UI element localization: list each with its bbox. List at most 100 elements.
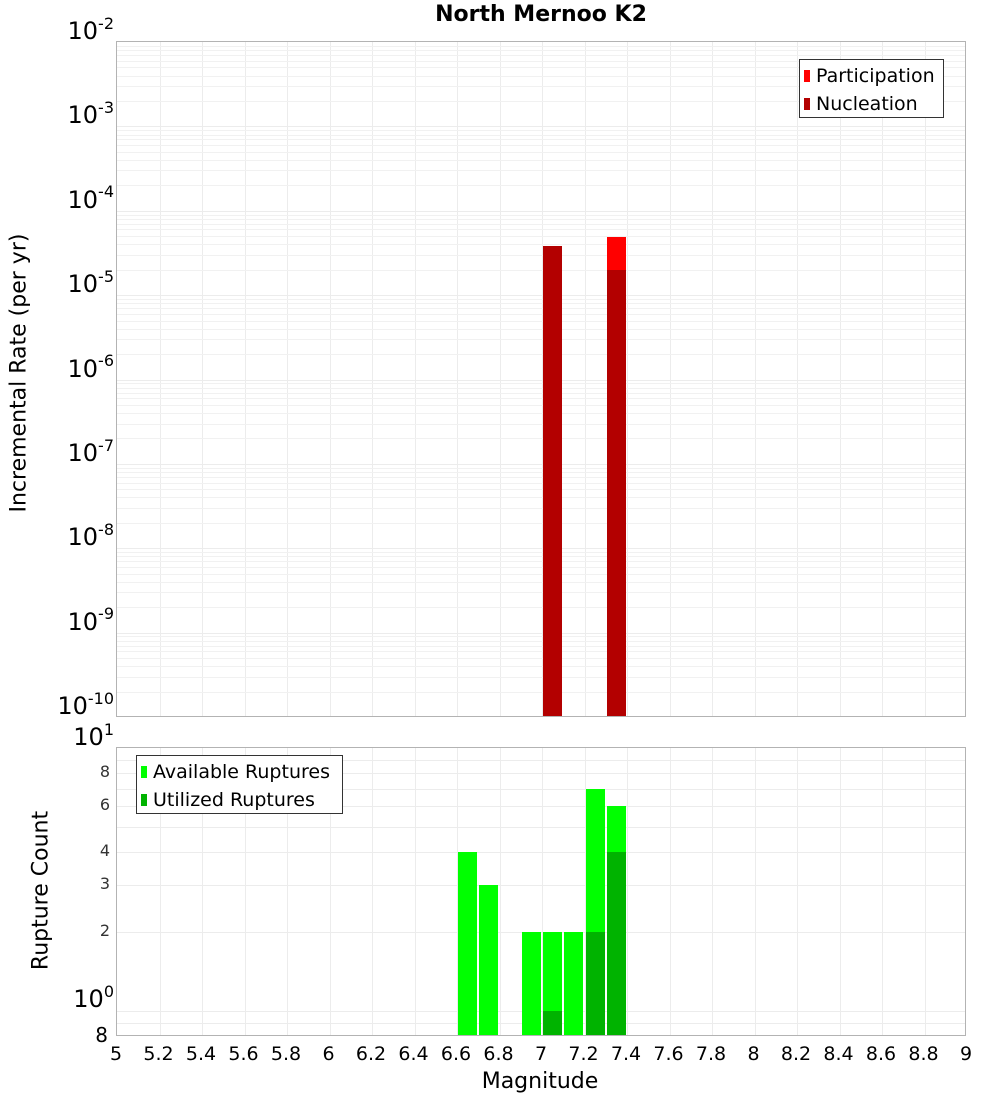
x-tick-label: 7.4 xyxy=(611,1043,641,1065)
gridline xyxy=(117,308,965,309)
gridline xyxy=(117,329,965,330)
nucleation-bar xyxy=(543,246,562,717)
tick-exponent: 0 xyxy=(104,982,114,1001)
gridline xyxy=(117,646,965,647)
tick-exponent: 1 xyxy=(104,720,114,739)
legend-label: Utilized Ruptures xyxy=(153,789,315,811)
gridline xyxy=(117,885,965,886)
available-ruptures-bar xyxy=(564,932,583,1036)
gridline xyxy=(117,424,965,425)
gridline xyxy=(117,380,965,381)
gridline xyxy=(117,405,965,406)
gridline xyxy=(117,46,965,47)
gridline xyxy=(117,561,965,562)
gridline xyxy=(117,1011,965,1012)
x-tick-label: 5 xyxy=(110,1043,122,1065)
gridline xyxy=(117,508,965,509)
legend-item-participation: Participation xyxy=(804,62,937,90)
gridline xyxy=(117,126,965,127)
gridline xyxy=(117,483,965,484)
top-legend: Participation Nucleation xyxy=(799,59,944,118)
gridline xyxy=(117,170,965,171)
y-tick-label: 10-9 xyxy=(0,608,114,636)
gridline xyxy=(372,748,373,1035)
gridline xyxy=(117,303,965,304)
gridline xyxy=(117,185,965,186)
tick-exponent: -4 xyxy=(98,182,114,201)
participation-swatch-icon xyxy=(804,70,810,82)
tick-exponent: -5 xyxy=(98,267,114,286)
gridline xyxy=(117,229,965,230)
y-tick-label: 6 xyxy=(0,795,110,814)
legend-item-available-ruptures: Available Ruptures xyxy=(141,758,336,786)
gridline xyxy=(117,354,965,355)
utilized-ruptures-bar xyxy=(543,1011,562,1036)
gridline xyxy=(117,489,965,490)
gridline xyxy=(415,748,416,1035)
utilized-ruptures-bar xyxy=(586,932,605,1036)
gridline xyxy=(117,130,965,131)
tick-base: 10 xyxy=(68,523,99,551)
y-tick-label: 3 xyxy=(0,874,110,893)
gridline xyxy=(755,748,756,1035)
x-tick-label: 6.8 xyxy=(483,1043,513,1065)
tick-exponent: -10 xyxy=(88,689,114,708)
gridline xyxy=(117,135,965,136)
tick-base: 10 xyxy=(68,355,99,383)
gridline xyxy=(117,224,965,225)
tick-base: 10 xyxy=(73,985,104,1013)
gridline xyxy=(117,145,965,146)
utilized-ruptures-bar xyxy=(607,852,626,1036)
gridline xyxy=(117,677,965,678)
y-tick-label: 4 xyxy=(0,841,110,860)
gridline xyxy=(117,852,965,853)
available-ruptures-bar xyxy=(522,932,541,1036)
gridline xyxy=(117,388,965,389)
gridline xyxy=(117,827,965,828)
gridline xyxy=(117,50,965,51)
y-tick-label: 8 xyxy=(0,1023,108,1047)
tick-exponent: -6 xyxy=(98,351,114,370)
gridline xyxy=(712,748,713,1035)
bottom-legend: Available Ruptures Utilized Ruptures xyxy=(136,755,343,814)
y-tick-label: 8 xyxy=(0,762,110,781)
chart-title: North Mernoo K2 xyxy=(0,2,1000,27)
tick-exponent: -8 xyxy=(98,520,114,539)
x-tick-label: 6.2 xyxy=(356,1043,386,1065)
x-tick-label: 7 xyxy=(535,1043,547,1065)
gridline xyxy=(117,438,965,439)
gridline xyxy=(117,607,965,608)
x-tick-label: 8.6 xyxy=(866,1043,896,1065)
gridline xyxy=(117,464,965,465)
tick-exponent: -3 xyxy=(98,98,114,117)
gridline xyxy=(117,160,965,161)
gridline xyxy=(117,468,965,469)
nucleation-bar xyxy=(607,270,626,717)
x-tick-label: 7.8 xyxy=(696,1043,726,1065)
y-tick-label: 10-10 xyxy=(0,692,114,720)
legend-label: Participation xyxy=(816,65,935,87)
available-ruptures-bar xyxy=(479,885,498,1036)
gridline xyxy=(117,321,965,322)
top-plot-area xyxy=(116,41,966,717)
gridline xyxy=(117,413,965,414)
tick-base: 10 xyxy=(68,270,99,298)
x-tick-label: 8.2 xyxy=(781,1043,811,1065)
x-tick-label: 5.8 xyxy=(271,1043,301,1065)
y-tick-label: 100 xyxy=(0,985,114,1013)
y-tick-label: 2 xyxy=(0,921,110,940)
x-tick-label: 7.6 xyxy=(653,1043,683,1065)
gridline xyxy=(117,383,965,384)
gridline xyxy=(117,932,965,933)
y-tick-label: 10-2 xyxy=(0,17,114,45)
gridline xyxy=(117,636,965,637)
gridline xyxy=(500,748,501,1035)
legend-label: Nucleation xyxy=(816,93,918,115)
gridline xyxy=(627,748,628,1035)
y-tick-label: 10-7 xyxy=(0,439,114,467)
tick-exponent: -7 xyxy=(98,436,114,455)
x-tick-label: 8.8 xyxy=(908,1043,938,1065)
gridline xyxy=(117,339,965,340)
legend-label: Available Ruptures xyxy=(153,761,330,783)
gridline xyxy=(117,215,965,216)
